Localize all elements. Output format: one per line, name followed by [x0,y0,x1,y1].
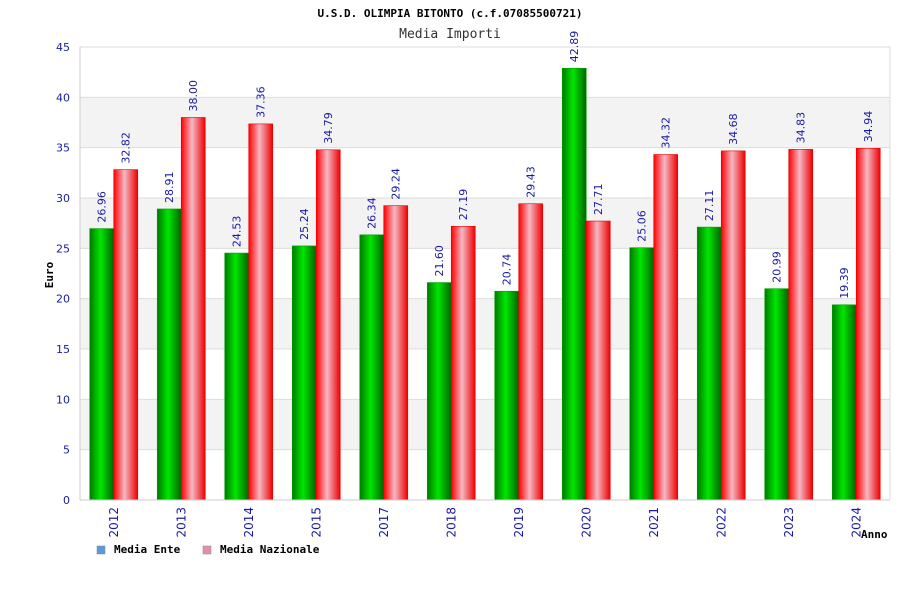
grid-band [80,97,890,148]
data-label: 24.53 [231,216,244,248]
bar-media-nazionale [855,147,881,501]
chart-subtitle: Media Importi [399,27,501,42]
grid-band [80,349,890,400]
bar-media-ente [629,247,655,501]
x-tick-label: 2021 [647,507,661,538]
grid-band [80,449,890,500]
bar-media-ente [291,245,317,501]
grid-band [80,47,890,98]
data-label: 32.82 [120,132,133,164]
data-label: 34.83 [795,112,808,144]
x-tick-label: 2023 [782,507,796,538]
data-label: 27.71 [592,184,605,216]
grid-band [80,248,890,299]
x-tick-label: 2015 [309,507,323,538]
bar-media-ente [561,67,587,501]
x-tick-label: 2012 [107,507,121,538]
data-label: 27.19 [457,189,470,221]
y-axis-ticks: 0 5 10 15 20 25 30 35 40 45 [56,41,70,507]
bar-media-nazionale [653,154,679,501]
grid-band [80,147,890,198]
x-tick-label: 2014 [242,507,256,538]
data-label: 26.34 [366,197,379,229]
data-label: 37.36 [255,86,268,118]
data-label: 20.74 [501,254,514,286]
legend-label-media-ente: Media Ente [114,543,181,556]
data-label: 34.68 [727,113,740,145]
bar-media-ente [156,208,182,501]
value-labels: 26.96 32.82 28.91 38.00 24.53 37.36 25.24 34.79… [96,31,876,299]
data-label: 25.06 [636,210,649,242]
y-tick-label: 5 [63,444,70,457]
y-tick-label: 35 [56,142,70,155]
legend-swatch-media-nazionale [202,545,212,555]
legend-swatch-media-ente [96,545,106,555]
bar-media-nazionale [585,220,611,501]
data-label: 29.24 [390,168,403,200]
bar-media-ente [696,226,722,501]
x-tick-label: 2024 [849,507,863,538]
x-tick-label: 2018 [444,507,458,538]
data-label: 26.96 [96,191,109,223]
bar-media-ente [224,252,250,501]
grid-band [80,298,890,349]
legend-label-media-nazionale: Media Nazionale [220,543,320,556]
data-label: 29.43 [525,166,538,198]
y-tick-label: 40 [56,91,70,104]
data-label: 19.39 [838,267,851,299]
bar-media-nazionale [518,203,544,501]
bar-media-nazionale [248,123,274,501]
data-label: 28.91 [163,171,176,203]
x-tick-label: 2022 [714,507,728,538]
data-label: 38.00 [187,80,200,112]
y-tick-label: 30 [56,192,70,205]
x-tick-label: 2013 [174,507,188,538]
x-axis-ticks: 2012 2013 2014 2015 2017 2018 2019 2020 2021 2022… [107,507,864,538]
bar-media-nazionale [113,169,139,501]
bar-media-ente [359,234,385,501]
x-tick-label: 2017 [377,507,391,538]
y-tick-label: 20 [56,293,70,306]
y-tick-label: 0 [63,494,70,507]
bar-media-nazionale [788,149,814,501]
x-axis-label: Anno [861,528,888,541]
data-label: 25.24 [298,208,311,240]
chart-title: U.S.D. OLIMPIA BITONTO (c.f.07085500721) [318,7,583,20]
data-label: 34.94 [862,111,875,143]
legend: Media Ente Media Nazionale [96,543,320,556]
bar-media-nazionale [315,149,341,501]
y-axis-label: Euro [43,261,56,288]
bar-media-ente [831,304,857,501]
grid-bands [80,47,890,500]
grid-band [80,198,890,249]
x-tick-label: 2019 [512,507,526,538]
y-tick-label: 45 [56,41,70,54]
data-label: 27.11 [703,190,716,222]
bar-media-nazionale [180,117,206,501]
y-tick-label: 25 [56,242,70,255]
bar-media-nazionale [720,150,746,501]
bar-media-nazionale [450,225,476,501]
y-tick-label: 15 [56,343,70,356]
data-label: 42.89 [568,31,581,63]
bar-media-ente [426,282,452,501]
data-label: 34.32 [660,117,673,149]
data-label: 34.79 [322,112,335,144]
bar-media-ente [764,288,790,501]
gridlines [80,46,890,501]
y-tick-label: 10 [56,393,70,406]
data-label: 20.99 [771,251,784,283]
grid-band [80,399,890,450]
bar-media-ente [494,290,520,501]
bar-media-ente [89,228,115,501]
x-tick-label: 2020 [579,507,593,538]
data-label: 21.60 [433,245,446,277]
bars [89,67,881,501]
bar-media-nazionale [383,205,409,501]
